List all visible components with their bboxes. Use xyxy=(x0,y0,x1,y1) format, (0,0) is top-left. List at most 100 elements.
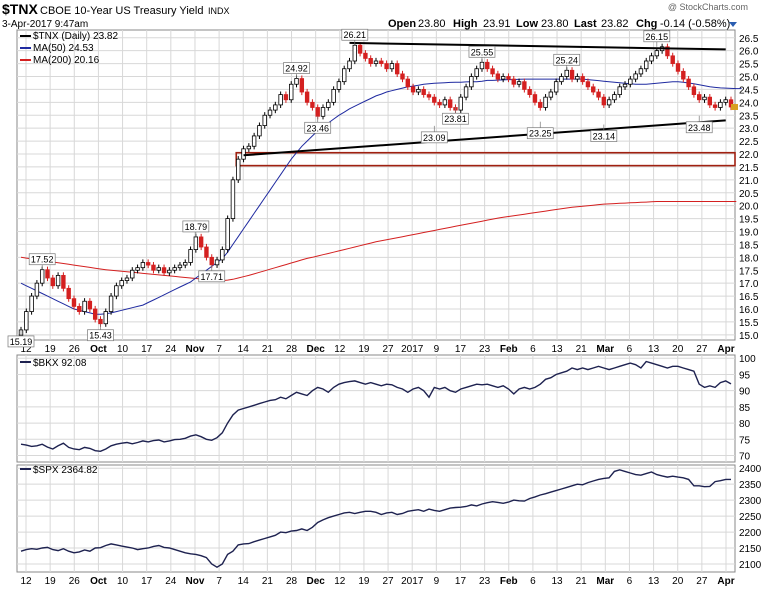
bkx-panel-grid: 70 75 80 85 90 95 100 xyxy=(16,354,756,463)
x-tick-label: 12 xyxy=(334,344,346,355)
candle xyxy=(24,308,29,334)
candle-body xyxy=(220,249,225,261)
candle xyxy=(220,246,225,264)
candle xyxy=(347,57,352,72)
price-y-tick-label: 15.0 xyxy=(739,331,759,342)
annotation-label: 17.52 xyxy=(31,255,54,265)
candle xyxy=(214,256,220,268)
candle-body xyxy=(29,295,34,312)
candle xyxy=(145,259,151,269)
candle xyxy=(718,99,723,111)
x-tick-label: 20 xyxy=(672,344,684,355)
price-y-tick-label: 17.0 xyxy=(739,279,759,290)
candle xyxy=(77,303,82,315)
spx-legend: $SPX 2364.82 xyxy=(20,465,98,476)
candle-body xyxy=(575,76,580,80)
candle-body xyxy=(644,60,649,70)
high-label: High xyxy=(453,18,478,30)
annotation-label: 15.43 xyxy=(89,331,112,341)
candle-body xyxy=(24,311,29,331)
candle-body xyxy=(447,99,453,108)
candle xyxy=(654,47,660,59)
candle xyxy=(511,75,516,88)
candle xyxy=(702,94,707,103)
candle xyxy=(50,274,55,289)
candle-body xyxy=(55,275,61,287)
candle-body xyxy=(209,256,214,266)
x-tick-label: 17 xyxy=(141,344,153,355)
spx-legend-label: $SPX 2364.82 xyxy=(33,465,98,476)
candle-body xyxy=(161,267,167,274)
candle-body xyxy=(45,269,50,279)
candle xyxy=(617,83,622,98)
candle-body xyxy=(606,99,612,106)
candle-body xyxy=(188,249,193,263)
candle xyxy=(506,73,511,83)
bkx-panel-frame xyxy=(16,354,736,463)
candle-body xyxy=(326,101,331,108)
candle-body xyxy=(400,73,405,80)
candle-body xyxy=(124,277,130,281)
price-y-tick-label: 26.5 xyxy=(739,34,759,45)
annotation-label: 23.25 xyxy=(529,129,552,139)
candle xyxy=(198,233,204,251)
candle xyxy=(262,112,267,129)
legend-label: MA(200) 20.16 xyxy=(33,55,100,66)
candle-body xyxy=(712,104,718,108)
x-tick-label: 28 xyxy=(286,344,298,355)
price-y-tick-label: 17.5 xyxy=(739,266,759,277)
candle-body xyxy=(246,145,252,150)
candle xyxy=(183,259,188,269)
dropdown-arrow-icon[interactable] xyxy=(729,22,737,27)
x-tick-label: 17 xyxy=(455,344,467,355)
annotation-box xyxy=(420,131,448,144)
candle-body xyxy=(172,267,177,271)
price-y-tick-label: 22.0 xyxy=(739,150,759,161)
x-tick-label: Nov xyxy=(186,576,205,587)
x-tick-label: 14 xyxy=(238,344,250,355)
low-label: Low xyxy=(516,18,538,30)
candle xyxy=(553,78,559,96)
spx-y-tick-label: 2200 xyxy=(739,528,762,539)
x-tick-label: Mar xyxy=(596,344,614,355)
candle-body xyxy=(151,264,156,271)
price-panel-grid: 15.0 15.5 16.0 16.5 17.0 17.5 18.0 18.519.0 19.5… xyxy=(16,29,759,342)
candle xyxy=(278,91,283,109)
annotation-label: 18.79 xyxy=(185,222,208,232)
candle xyxy=(548,88,554,101)
high-value: 23.91 xyxy=(483,18,511,30)
candle-body xyxy=(257,125,262,137)
x-tick-label: 10 xyxy=(117,576,129,587)
candle-body xyxy=(559,76,564,83)
candle-body xyxy=(241,148,246,160)
price-y-tick-label: 19.5 xyxy=(739,215,759,226)
candle-body xyxy=(723,99,728,103)
candle-body xyxy=(718,101,723,108)
candle-body xyxy=(500,76,506,80)
candle xyxy=(389,60,395,72)
spx-y-tick-label: 2100 xyxy=(739,560,762,571)
candle xyxy=(161,264,167,276)
candle-body xyxy=(665,46,670,57)
candle-body xyxy=(273,104,278,111)
price-x-axis: 12 19 26 Oct 10 17 24 Nov 7 14 21 28 Dec 12 19 27 2017 9 1… xyxy=(20,344,734,355)
annotation-box xyxy=(468,45,496,58)
price-y-tick-label: 20.5 xyxy=(739,189,759,200)
candle xyxy=(204,243,209,261)
candle xyxy=(538,99,543,111)
candle-body xyxy=(315,107,320,117)
candle xyxy=(363,50,368,62)
candle-body xyxy=(410,86,416,93)
candle-body xyxy=(310,101,315,108)
candle xyxy=(532,91,538,106)
candle xyxy=(400,70,405,83)
price-y-tick-label: 16.0 xyxy=(739,305,759,316)
candle xyxy=(82,298,87,315)
candle-body xyxy=(617,86,622,95)
x-tick-label: Dec xyxy=(306,576,325,587)
spx-panel-frame xyxy=(16,464,736,573)
candle xyxy=(612,91,617,103)
candle xyxy=(368,55,373,67)
legend-label: $TNX (Daily) 23.82 xyxy=(33,31,118,42)
candle-body xyxy=(384,63,389,70)
